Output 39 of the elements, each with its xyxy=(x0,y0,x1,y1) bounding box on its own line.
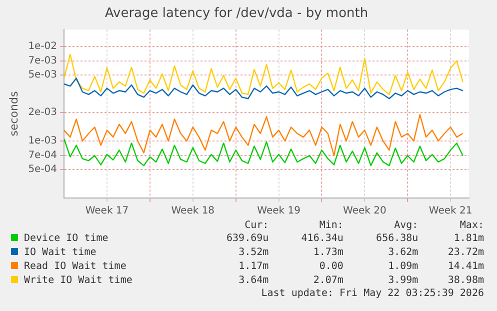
text: 1.17m xyxy=(238,260,269,274)
text: 1.09m xyxy=(387,260,418,274)
text: Last update: Fri May 22 03:25:39 2026 xyxy=(260,288,484,300)
legend-label: IO Wait time xyxy=(24,247,96,258)
legend-label: Device IO time xyxy=(24,233,108,244)
text: Cur: xyxy=(244,220,269,232)
x-tick-label: Week 18 xyxy=(171,206,215,217)
x-tick-label: Week 19 xyxy=(257,206,300,217)
chart-title: Average latency for /dev/vda - by month xyxy=(104,6,368,22)
text: Max: xyxy=(458,220,484,232)
y-tick-label: 1e-02 xyxy=(28,40,58,52)
text: 416.34u xyxy=(300,232,344,246)
y-tick-label: 7e-03 xyxy=(28,56,58,67)
text: Min: xyxy=(318,220,344,232)
text: Avg: xyxy=(393,220,418,232)
y-axis-title: seconds xyxy=(7,91,20,136)
legend-label: Read IO Wait time xyxy=(24,261,126,272)
legend-label: Write IO Wait time xyxy=(24,275,132,286)
text: 0.00 xyxy=(318,260,344,274)
text: 656.38u xyxy=(375,232,418,246)
y-tick-label: 2e-03 xyxy=(28,107,58,118)
y-tick-label: 5e-04 xyxy=(28,164,58,176)
text: 2.07m xyxy=(312,274,344,288)
x-tick-label: Week 20 xyxy=(343,206,386,217)
text: 14.41m xyxy=(446,260,484,274)
x-tick-label: Week 21 xyxy=(428,206,472,217)
text: 3.62m xyxy=(387,246,418,260)
text: 639.69u xyxy=(226,232,269,246)
text: 1.81m xyxy=(452,232,484,246)
y-tick-label: 5e-03 xyxy=(28,69,58,80)
text: 3.99m xyxy=(387,274,418,288)
text: 3.64m xyxy=(238,274,269,288)
y-tick-label: 1e-03 xyxy=(28,136,58,147)
text: 38.98m xyxy=(446,274,484,288)
text: 1.73m xyxy=(312,246,344,260)
text: 3.52m xyxy=(238,246,269,260)
text: 23.72m xyxy=(446,246,484,260)
x-tick-label: Week 17 xyxy=(85,206,129,217)
y-tick-label: 7e-04 xyxy=(28,150,58,162)
